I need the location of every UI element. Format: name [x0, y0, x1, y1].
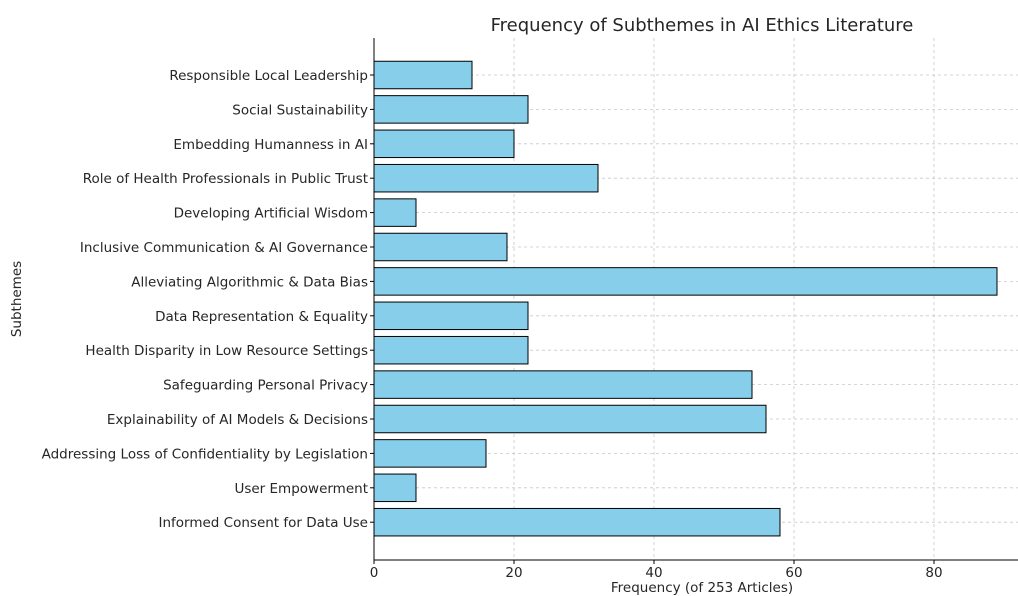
bar: [373, 198, 417, 227]
x-tick-label: 20: [505, 565, 522, 581]
category-label: Embedding Humanness in AI: [173, 137, 368, 153]
category-label: Alleviating Algorithmic & Data Bias: [131, 274, 368, 290]
bar: [373, 163, 599, 193]
category-label: Social Sustainability: [232, 102, 368, 118]
category-label: Addressing Loss of Confidentiality by Le…: [42, 446, 368, 462]
bar: [373, 370, 753, 399]
bar: [373, 129, 515, 159]
chart-title: Frequency of Subthemes in AI Ethics Lite…: [491, 15, 914, 36]
category-label: User Empowerment: [234, 481, 368, 497]
category-label: Informed Consent for Data Use: [158, 515, 368, 531]
category-label: Health Disparity in Low Resource Setting…: [85, 343, 368, 359]
x-axis-label: Frequency (of 253 Articles): [611, 580, 793, 596]
x-tick-label: 0: [370, 565, 379, 581]
category-label: Data Representation & Equality: [155, 309, 368, 325]
category-labels: Responsible Local Leadership Social Susta…: [42, 68, 374, 531]
category-label: Responsible Local Leadership: [169, 68, 368, 84]
bar: [373, 232, 508, 262]
x-tick-label: 80: [925, 565, 942, 581]
bar: [373, 507, 781, 537]
bars: [373, 60, 998, 537]
category-label: Explainability of AI Models & Decisions: [107, 412, 368, 428]
bar: [373, 95, 529, 124]
category-label: Role of Health Professionals in Public T…: [83, 171, 368, 187]
bar: [373, 60, 473, 90]
bar: [373, 267, 998, 296]
y-axis-label: Subthemes: [9, 261, 25, 337]
bar: [373, 335, 529, 365]
bar: [373, 439, 487, 468]
x-tick-label: 40: [645, 565, 662, 581]
x-ticks: 0 20 40 60 80: [370, 560, 943, 581]
bar: [373, 301, 529, 331]
bar: [373, 404, 767, 434]
x-tick-label: 60: [785, 565, 802, 581]
category-label: Inclusive Communication & AI Governance: [80, 240, 368, 256]
category-label: Safeguarding Personal Privacy: [163, 378, 368, 394]
bar: [373, 473, 417, 503]
category-label: Developing Artificial Wisdom: [174, 206, 368, 222]
